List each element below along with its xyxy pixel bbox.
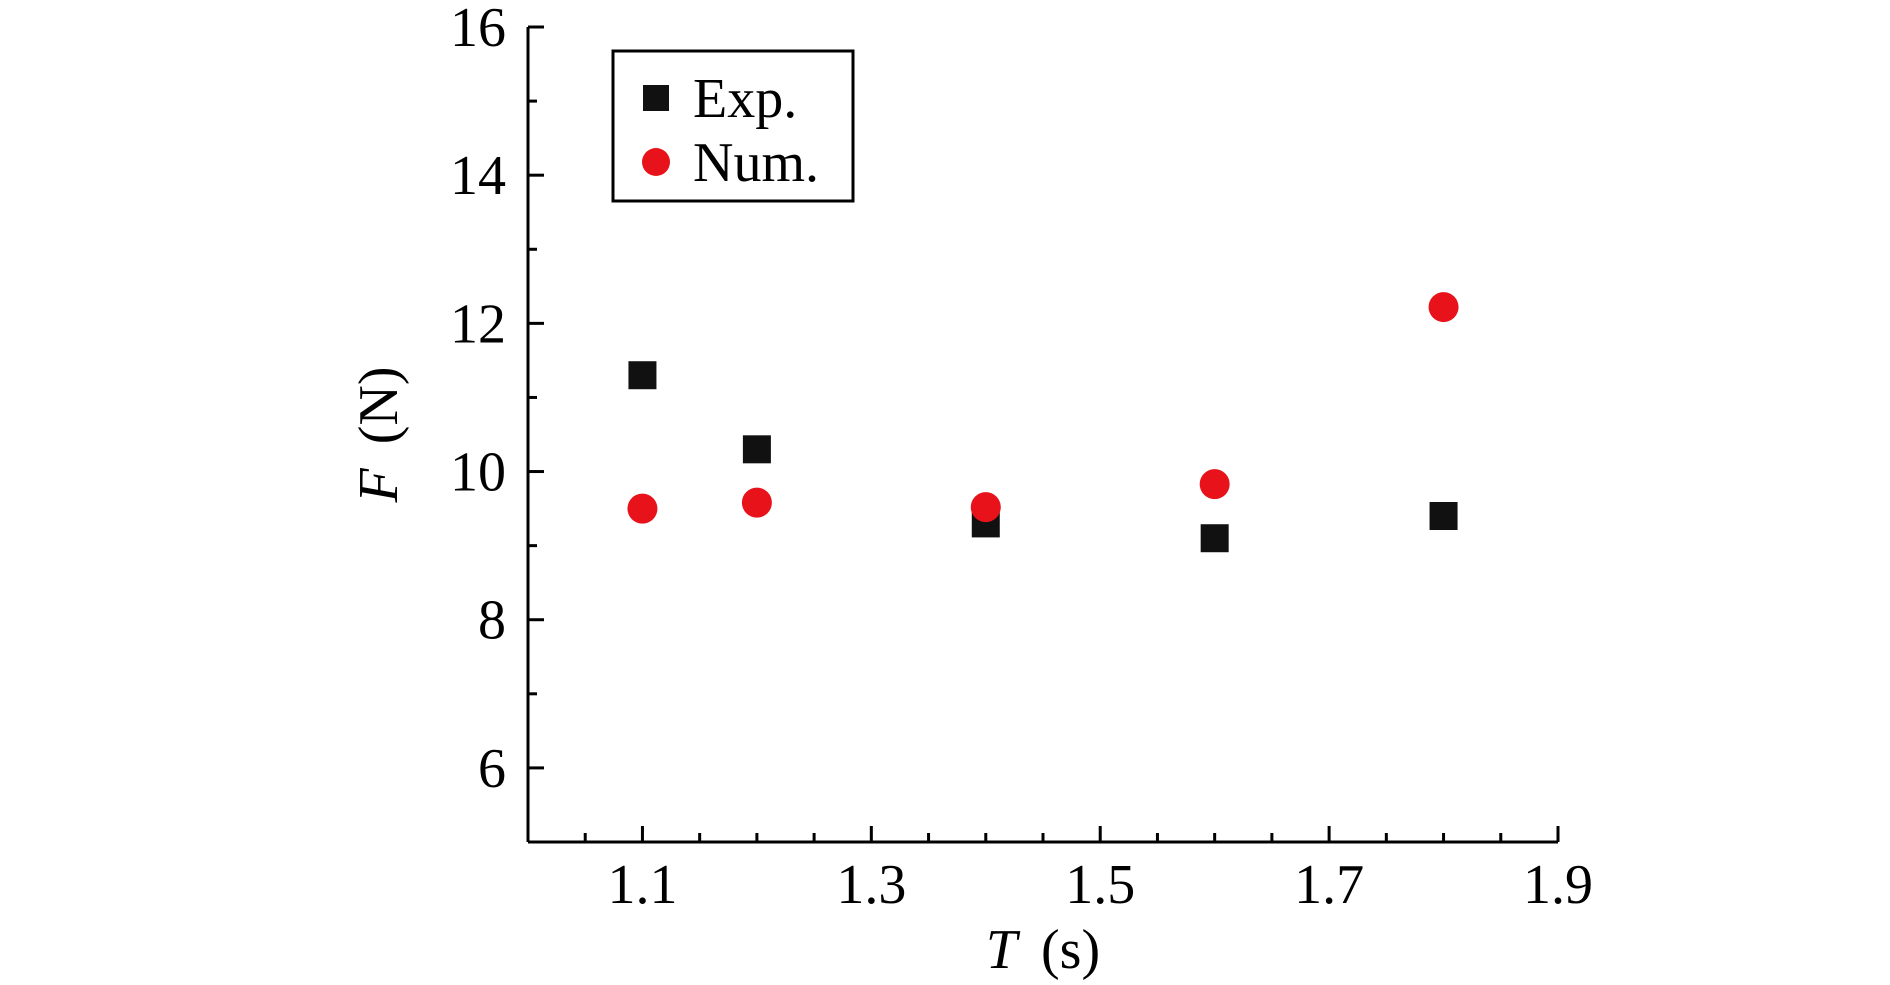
legend-marker-exp xyxy=(643,85,669,111)
point-num xyxy=(741,487,772,518)
y-tick-label: 14 xyxy=(450,145,506,207)
y-axis-unit: (N) xyxy=(348,367,410,445)
x-tick-label: 1.5 xyxy=(1065,854,1135,916)
ticks xyxy=(528,25,1560,844)
legend: Exp.Num. xyxy=(611,49,855,203)
x-axis-unit: (s) xyxy=(1041,919,1100,981)
y-tick-label: 6 xyxy=(478,738,506,800)
x-tick-label: 1.1 xyxy=(607,854,677,916)
y-tick-label: 16 xyxy=(450,0,506,59)
point-exp xyxy=(1200,524,1229,553)
point-num xyxy=(627,493,658,524)
point-num xyxy=(1199,469,1230,500)
x-axis-title: T (s) xyxy=(986,919,1100,981)
tick-labels: 6 8 10 12 14 16 1.1 1.3 1.5 1.7 1.9 xyxy=(450,0,1593,916)
point-exp xyxy=(742,435,771,464)
data-marks xyxy=(627,292,1459,553)
y-tick-label: 8 xyxy=(478,590,506,652)
x-axis-symbol: T xyxy=(986,919,1021,981)
legend-label-exp: Exp. xyxy=(693,68,797,130)
legend-box xyxy=(611,49,855,203)
x-tick-label: 1.7 xyxy=(1294,854,1364,916)
point-num xyxy=(970,492,1001,523)
y-axis-symbol: F xyxy=(348,467,410,503)
point-exp xyxy=(1429,502,1458,530)
point-exp xyxy=(628,361,657,390)
y-tick-label: 12 xyxy=(450,293,506,355)
legend-marker-num xyxy=(642,148,670,176)
y-axis-title: F (N) xyxy=(348,367,410,504)
x-tick-label: 1.9 xyxy=(1523,854,1593,916)
point-num xyxy=(1428,292,1459,323)
y-tick-label: 10 xyxy=(450,442,506,504)
x-tick-label: 1.3 xyxy=(836,854,906,916)
legend-label-num: Num. xyxy=(693,132,819,194)
